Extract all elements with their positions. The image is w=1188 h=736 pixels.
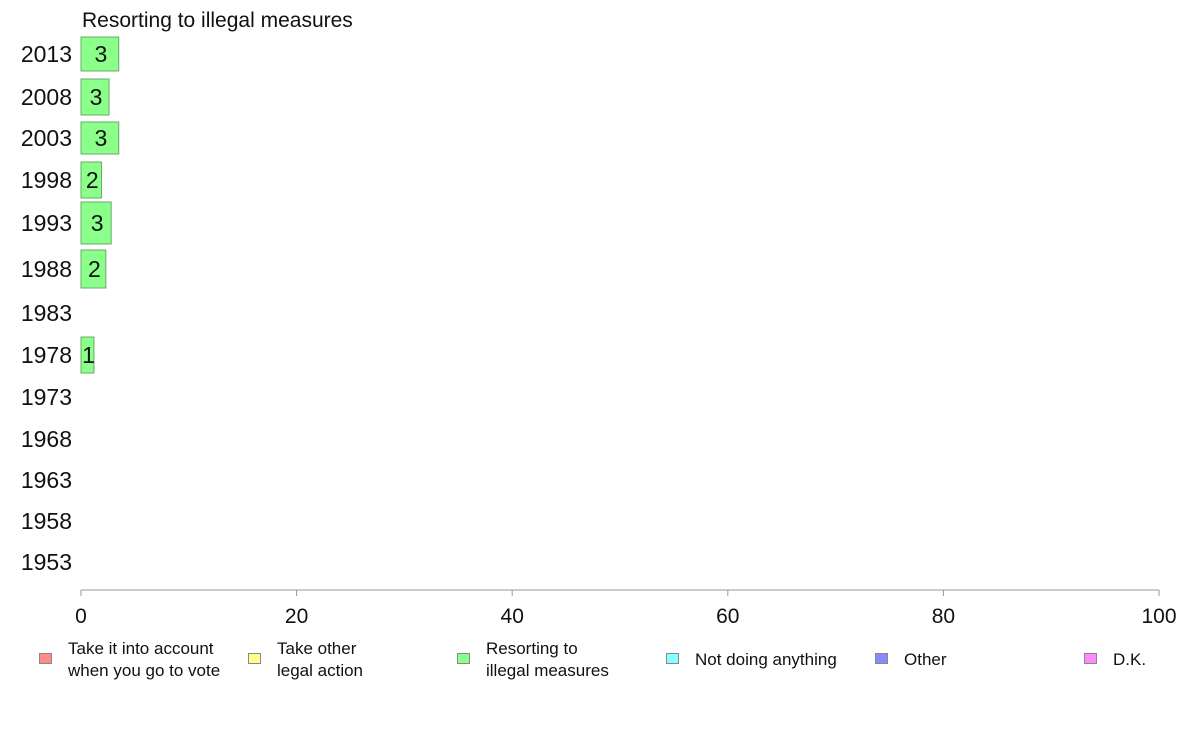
legend-swatch — [1084, 653, 1097, 664]
legend-item: Not doing anything — [666, 638, 837, 671]
year-label: 1993 — [21, 210, 72, 236]
legend-label: Take other legal action — [277, 639, 364, 680]
legend-label: D.K. — [1113, 650, 1147, 669]
bar-value-label: 3 — [91, 210, 104, 236]
legend-label: Not doing anything — [695, 650, 837, 669]
x-tick-label: 100 — [1141, 605, 1176, 628]
legend-item: D.K. — [1084, 638, 1146, 671]
year-label: 1958 — [21, 508, 72, 534]
year-label: 1968 — [21, 426, 72, 452]
legend-item: Other — [875, 638, 947, 671]
x-tick-label: 0 — [75, 605, 87, 628]
x-tick-label: 80 — [932, 605, 955, 628]
legend-swatch — [248, 653, 261, 664]
legend-swatch — [39, 653, 52, 664]
legend-item: Take other legal action — [248, 638, 363, 682]
legend-item: Resorting to illegal measures — [457, 638, 609, 682]
x-tick-label: 40 — [501, 605, 524, 628]
bar — [80, 78, 110, 116]
x-tick-label: 60 — [716, 605, 739, 628]
chart-title: Resorting to illegal measures — [82, 9, 353, 32]
legend-item: Take it into account when you go to vote — [39, 638, 220, 682]
legend-swatch — [457, 653, 470, 664]
year-label: 1988 — [21, 256, 72, 282]
bar-value-label: 2 — [88, 256, 101, 282]
bar — [80, 161, 102, 199]
bar — [80, 121, 120, 155]
year-label: 2008 — [21, 84, 72, 110]
legend-swatch — [666, 653, 679, 664]
bar-value-label: 3 — [90, 84, 103, 110]
bar-value-label: 3 — [94, 125, 107, 151]
bar — [80, 336, 95, 374]
bar — [80, 201, 112, 245]
legend-label: Take it into account when you go to vote — [68, 639, 221, 680]
year-label: 1953 — [21, 549, 72, 575]
year-label: 1998 — [21, 167, 72, 193]
year-label: 1963 — [21, 467, 72, 493]
legend-label: Other — [904, 650, 947, 669]
bar-value-label: 3 — [94, 41, 107, 67]
legend: Take it into account when you go to vote… — [0, 638, 1188, 698]
year-label: 2003 — [21, 125, 72, 151]
bar — [80, 36, 120, 72]
year-label: 1978 — [21, 342, 72, 368]
x-tick-label: 20 — [285, 605, 308, 628]
bar-value-label: 2 — [86, 167, 99, 193]
legend-label: Resorting to illegal measures — [486, 639, 609, 680]
legend-swatch — [875, 653, 888, 664]
year-label: 1983 — [21, 300, 72, 326]
year-label: 2013 — [21, 41, 72, 67]
year-label: 1973 — [21, 384, 72, 410]
bar — [80, 249, 107, 289]
bar-value-label: 1 — [82, 342, 95, 368]
